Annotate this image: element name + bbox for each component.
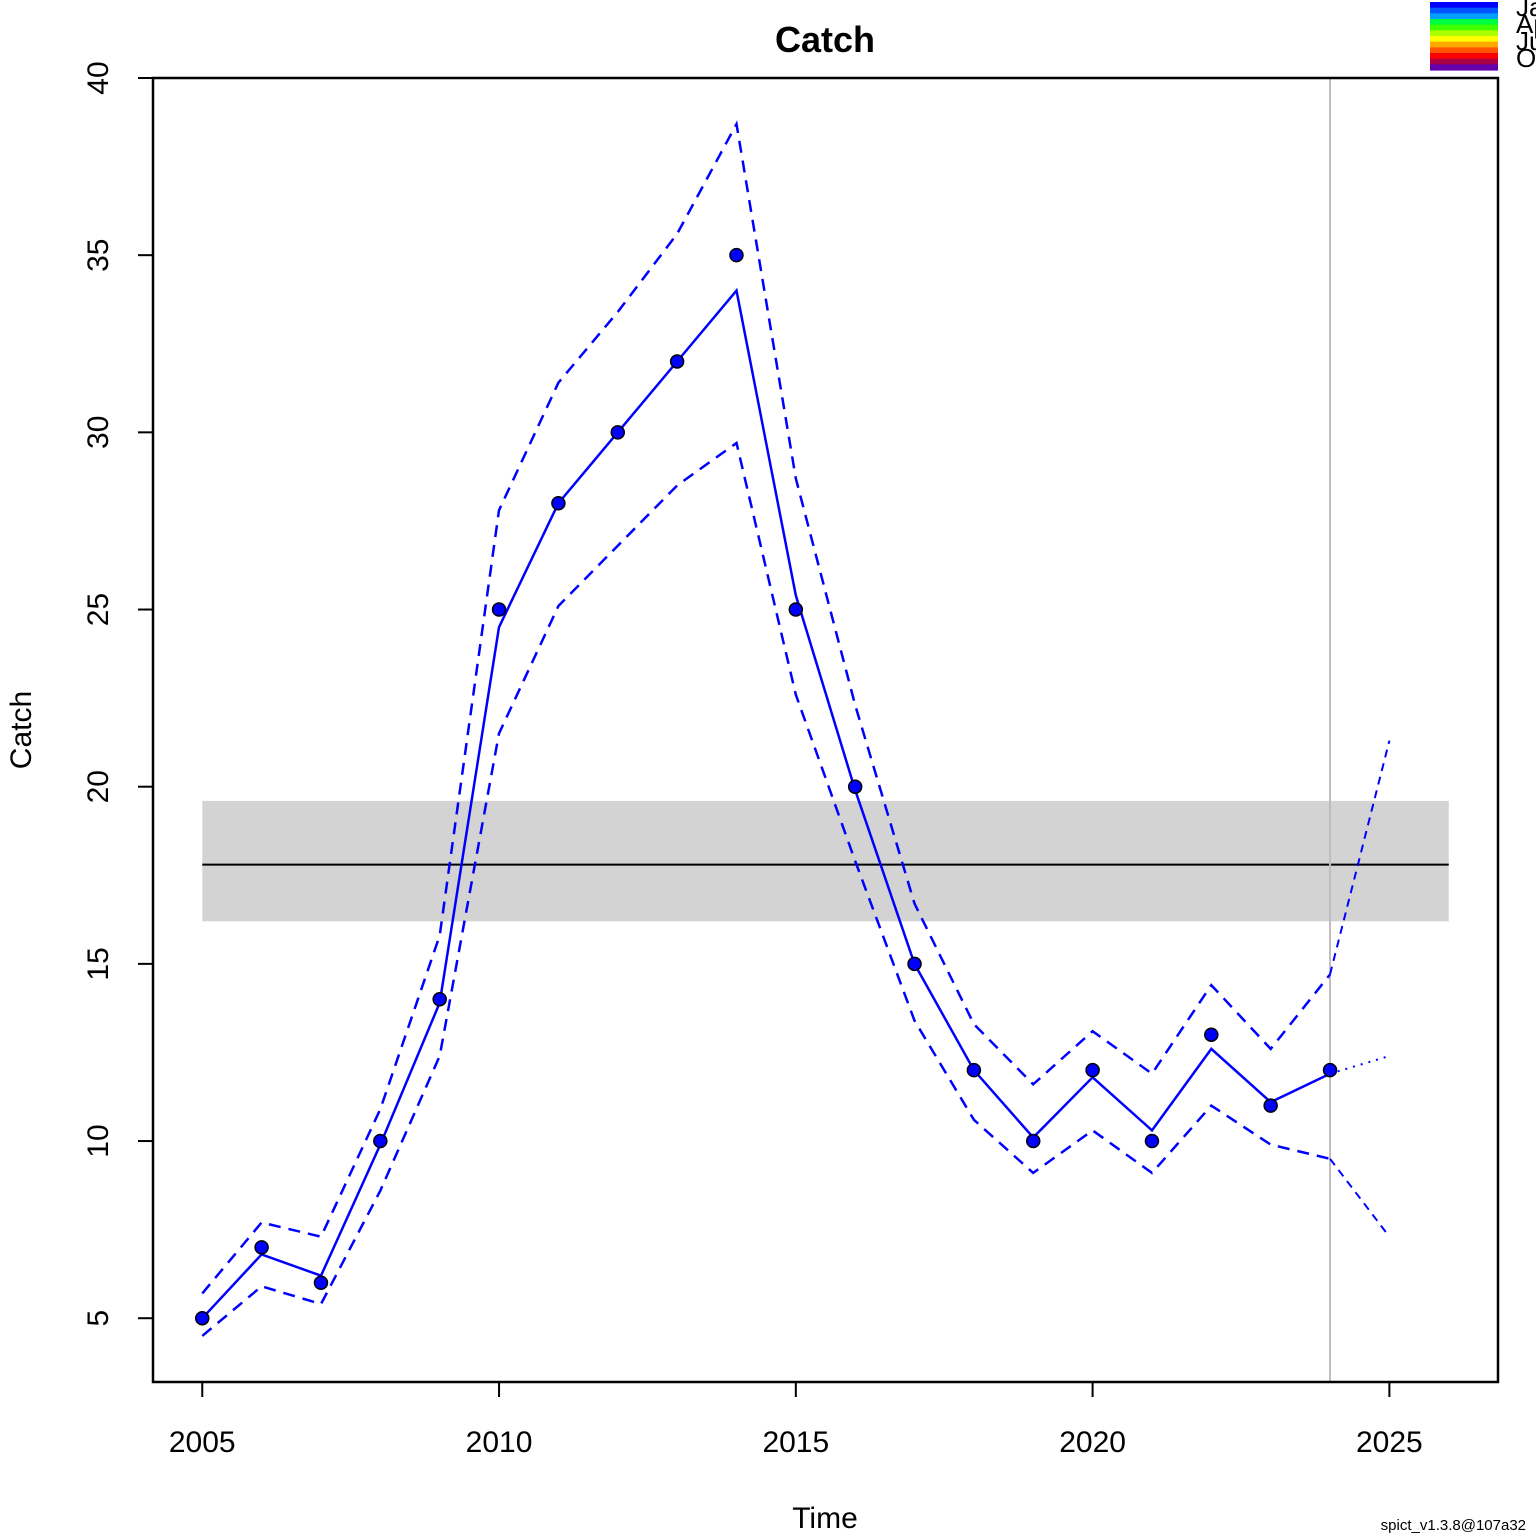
legend-swatch (1430, 7, 1498, 14)
chart-title: Catch (775, 19, 875, 60)
observed-point (1263, 1098, 1278, 1113)
legend-swatch (1430, 47, 1498, 54)
observed-point (551, 495, 566, 511)
x-axis-label: Time (792, 1502, 858, 1535)
legend-swatch (1430, 13, 1498, 20)
legend-swatch (1430, 58, 1498, 65)
observed-point (847, 779, 863, 794)
observed-point (254, 1240, 269, 1255)
legend-swatch (1430, 64, 1498, 71)
legend-label: Oc (1516, 43, 1536, 73)
legend-swatch (1430, 53, 1498, 60)
observed-point (1144, 1133, 1160, 1149)
forecast-ci-lower-line (1329, 1158, 1391, 1238)
observed-point (907, 956, 922, 972)
legend-swatch (1430, 30, 1498, 37)
y-tick-label: 30 (82, 416, 115, 449)
observed-point (432, 992, 447, 1007)
observed-point (729, 247, 744, 263)
observed-point (491, 602, 507, 617)
legend-label: Ju (1516, 26, 1536, 56)
observed-point (1322, 1062, 1338, 1078)
x-tick-label: 2010 (466, 1426, 533, 1459)
y-tick-label: 25 (82, 593, 115, 626)
ci-lower-line (201, 440, 1331, 1337)
legend-swatch (1430, 24, 1498, 31)
legend-swatch (1430, 41, 1498, 48)
y-tick-label: 10 (82, 1124, 115, 1157)
x-tick-label: 2025 (1356, 1426, 1423, 1459)
legend-swatch (1430, 19, 1498, 26)
legend-swatch (1430, 36, 1498, 43)
legend-label: Ap (1516, 9, 1536, 39)
forecast-line (1329, 1055, 1390, 1075)
x-tick-label: 2015 (762, 1426, 829, 1459)
observed-point (1025, 1133, 1041, 1149)
observed-point (1204, 1027, 1219, 1042)
y-axis-label: Catch (5, 691, 38, 769)
observed-point (788, 602, 804, 617)
observed-point (669, 354, 685, 369)
legend: JaApJuOc (1430, 0, 1536, 73)
x-tick-label: 2020 (1059, 1426, 1126, 1459)
reference-layer (202, 78, 1449, 1382)
observed-point (610, 425, 626, 440)
x-axis: 2005 2010 2015 2020 2025 (169, 1381, 1423, 1459)
observed-point (313, 1275, 329, 1291)
observed-point (966, 1062, 982, 1078)
y-tick-label: 5 (82, 1310, 115, 1327)
plot-frame (151, 76, 1500, 1384)
ci-upper-line (201, 120, 1331, 1295)
predicted-catch-line (201, 287, 1331, 1320)
legend-swatch (1430, 2, 1498, 9)
observed-point (373, 1133, 388, 1149)
reference-band (202, 800, 1449, 922)
y-tick-label: 40 (82, 61, 115, 94)
y-tick-label: 35 (82, 239, 115, 272)
y-tick-label: 20 (82, 770, 115, 803)
observed-point (195, 1310, 210, 1326)
x-tick-label: 2005 (169, 1426, 236, 1459)
series-layer (195, 120, 1391, 1337)
y-axis: 5 10 15 20 25 30 35 40 (82, 61, 154, 1327)
observed-point (1085, 1062, 1100, 1078)
forecast-ci-upper-line (1329, 740, 1391, 975)
version-footer: spict_v1.3.8@107a32 (1381, 1517, 1526, 1534)
y-tick-label: 15 (82, 947, 115, 980)
legend-label: Ja (1516, 0, 1536, 22)
